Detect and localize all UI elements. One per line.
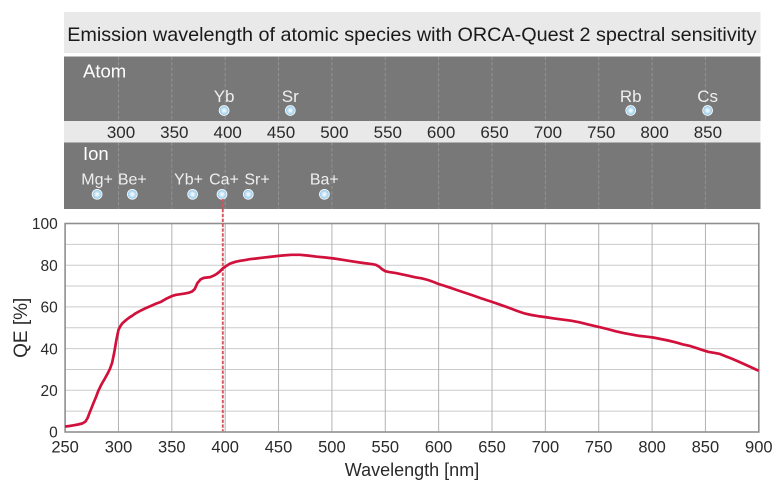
- svg-text:80: 80: [41, 258, 59, 275]
- svg-text:60: 60: [41, 300, 59, 317]
- svg-text:Rb: Rb: [620, 87, 642, 106]
- svg-text:Emission wavelength of atomic: Emission wavelength of atomic species wi…: [67, 24, 756, 46]
- svg-text:Sr: Sr: [282, 87, 299, 106]
- svg-text:750: 750: [585, 439, 613, 457]
- svg-text:650: 650: [480, 123, 508, 142]
- svg-text:650: 650: [478, 439, 506, 457]
- svg-text:350: 350: [158, 439, 186, 457]
- svg-text:Mg+: Mg+: [81, 172, 113, 189]
- svg-text:600: 600: [427, 123, 455, 142]
- svg-text:700: 700: [532, 439, 560, 457]
- svg-text:900: 900: [745, 439, 773, 457]
- svg-text:250: 250: [51, 439, 79, 457]
- svg-text:750: 750: [587, 123, 615, 142]
- svg-text:Ion: Ion: [83, 143, 109, 164]
- svg-text:850: 850: [694, 123, 722, 142]
- svg-text:QE [%]: QE [%]: [11, 298, 32, 358]
- svg-text:500: 500: [318, 439, 346, 457]
- svg-text:500: 500: [320, 123, 348, 142]
- svg-text:600: 600: [425, 439, 453, 457]
- svg-text:700: 700: [534, 123, 562, 142]
- svg-text:550: 550: [374, 123, 402, 142]
- svg-text:Yb+: Yb+: [174, 172, 203, 189]
- svg-text:Yb: Yb: [214, 87, 235, 106]
- svg-text:Sr+: Sr+: [244, 172, 269, 189]
- svg-text:Cs: Cs: [697, 87, 718, 106]
- svg-text:350: 350: [160, 123, 188, 142]
- svg-text:20: 20: [41, 383, 59, 400]
- svg-text:400: 400: [211, 439, 239, 457]
- svg-text:100: 100: [32, 216, 58, 233]
- svg-text:800: 800: [640, 123, 668, 142]
- svg-text:300: 300: [107, 123, 135, 142]
- svg-text:Be+: Be+: [118, 172, 147, 189]
- svg-text:0: 0: [49, 425, 58, 442]
- svg-text:Atom: Atom: [83, 61, 126, 82]
- svg-text:40: 40: [41, 341, 59, 358]
- svg-text:800: 800: [638, 439, 666, 457]
- svg-text:Wavelength [nm]: Wavelength [nm]: [345, 460, 479, 480]
- svg-text:400: 400: [214, 123, 242, 142]
- svg-text:450: 450: [265, 439, 293, 457]
- svg-text:550: 550: [372, 439, 400, 457]
- svg-text:Ca+: Ca+: [209, 172, 239, 189]
- svg-text:850: 850: [692, 439, 720, 457]
- svg-text:Ba+: Ba+: [310, 172, 339, 189]
- svg-text:300: 300: [105, 439, 133, 457]
- svg-text:450: 450: [267, 123, 295, 142]
